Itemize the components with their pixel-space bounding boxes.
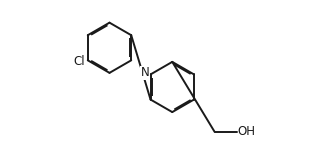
Text: OH: OH [238,125,256,138]
Text: Cl: Cl [73,55,85,68]
Text: N: N [140,66,149,79]
